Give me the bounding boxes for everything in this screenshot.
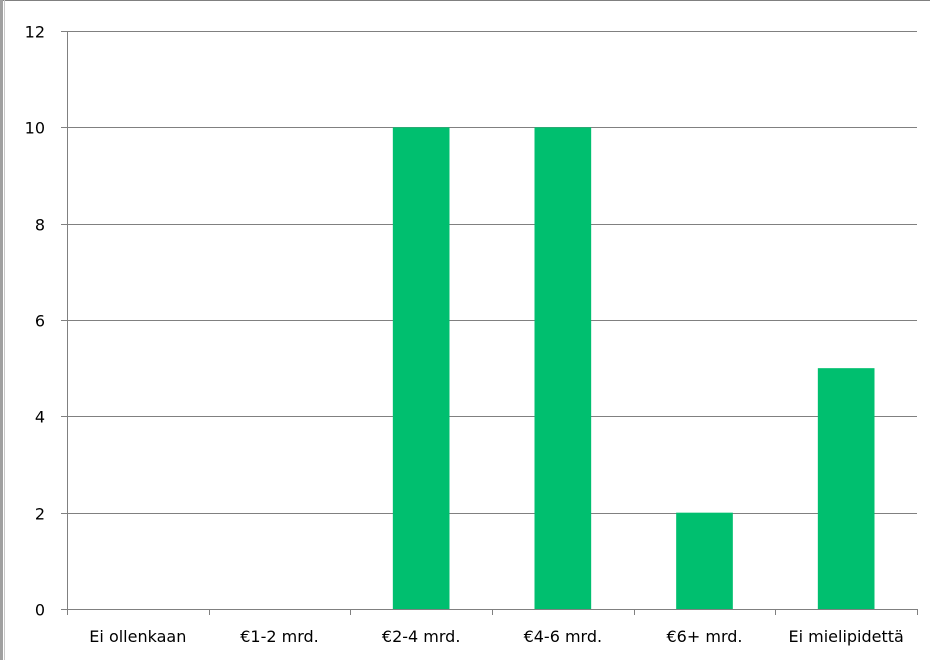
x-tick-label: €1-2 mrd. (240, 627, 319, 646)
y-tick-label: 8 (35, 216, 45, 235)
y-tick-label: 2 (35, 505, 45, 524)
x-tick-label: €2-4 mrd. (382, 627, 461, 646)
y-tick-label: 4 (35, 408, 45, 427)
frame-top-border (0, 0, 930, 1)
bar-4 (676, 512, 733, 609)
frame-left-border (0, 0, 3, 660)
frame-left-inner-border (4, 0, 5, 660)
y-tick-label: 0 (35, 601, 45, 620)
axes (61, 31, 918, 615)
bars (392, 127, 875, 609)
bar-5 (817, 368, 875, 609)
x-tick-label: Ei mielipidettä (788, 627, 903, 646)
y-tick-label: 12 (25, 23, 45, 42)
y-tick-label: 6 (35, 312, 45, 331)
x-tick-label: €4-6 mrd. (524, 627, 603, 646)
gridlines (67, 31, 917, 514)
x-tick-label: Ei ollenkaan (89, 627, 186, 646)
y-tick-labels: 0 2 4 6 8 10 12 (25, 23, 45, 620)
x-tick-labels: Ei ollenkaan €1-2 mrd. €2-4 mrd. €4-6 mrd. €… (89, 627, 904, 646)
y-tick-label: 10 (25, 119, 45, 138)
bar-2 (392, 127, 450, 609)
x-tick-label: €6+ mrd. (667, 627, 743, 646)
bar-3 (534, 127, 592, 609)
